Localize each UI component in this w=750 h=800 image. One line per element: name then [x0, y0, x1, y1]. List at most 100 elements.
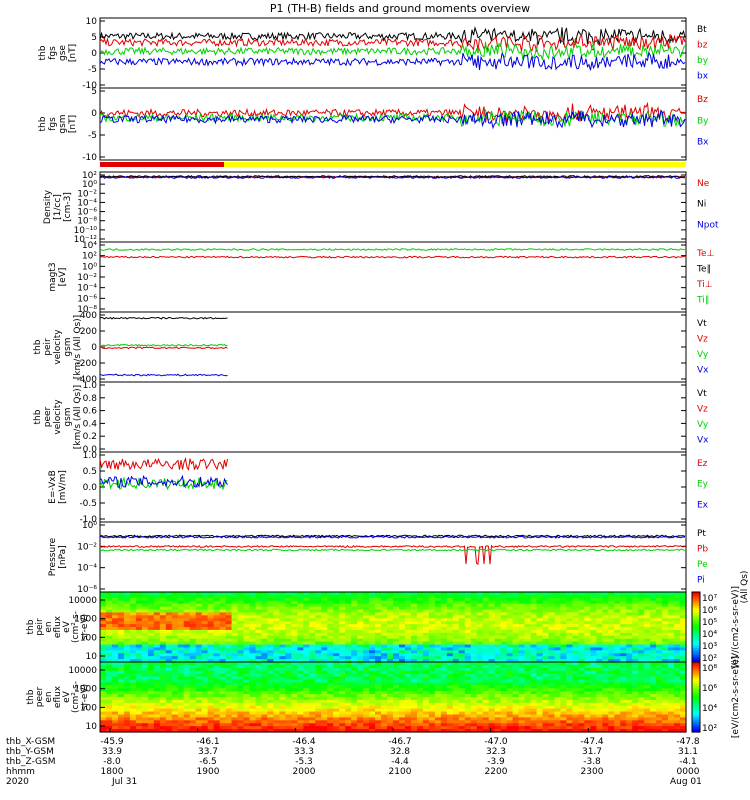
spectrogram-cell: [662, 720, 669, 724]
spectrogram-cell: [100, 629, 107, 634]
spectrogram-cell: [518, 682, 526, 686]
spectrogram-cell: [321, 711, 328, 716]
spectrogram-cell: [285, 592, 292, 596]
spectrogram-cell: [117, 679, 125, 684]
spectrogram-cell: [345, 641, 352, 646]
spectrogram-cell: [470, 629, 478, 634]
spectrogram-cell: [100, 632, 107, 637]
spectrogram-cell: [614, 606, 621, 611]
spectrogram-cell: [165, 650, 173, 654]
spectrogram-cell: [189, 670, 197, 675]
spectrogram-cell: [494, 662, 502, 666]
spectrogram-cell: [524, 664, 532, 669]
spectrogram-cell: [279, 641, 286, 646]
spectrogram-cell: [482, 632, 490, 637]
spectrogram-cell: [446, 632, 454, 637]
spectrogram-cell: [398, 641, 406, 646]
spectrogram-cell: [458, 673, 466, 678]
spectrogram-cell: [608, 708, 615, 713]
spectrogram-cell: [183, 702, 191, 707]
spectrogram-cell: [177, 606, 185, 611]
spectrogram-cell: [339, 667, 346, 672]
spectrogram-cell: [440, 691, 448, 695]
spectrogram-cell: [548, 711, 556, 716]
spectrogram-cell: [638, 726, 645, 730]
spectrogram-cell: [183, 624, 191, 628]
spectrogram-cell: [560, 729, 568, 733]
spectrogram-cell: [482, 694, 490, 698]
spectrogram-cell: [159, 621, 167, 625]
spectrogram-cell: [608, 621, 615, 625]
y-axis-label: [nT]: [68, 44, 78, 62]
spectrogram-cell: [351, 627, 358, 631]
spectrogram-cell: [398, 632, 406, 637]
spectrogram-cell: [398, 708, 406, 713]
spectrogram-cell: [171, 621, 179, 625]
spectrogram-cell: [357, 679, 364, 684]
legend-label: Ti⊥: [696, 280, 713, 290]
spectrogram-cell: [578, 641, 585, 646]
spectrogram-cell: [482, 609, 490, 614]
spectrogram-cell: [674, 664, 681, 669]
colorbar-label-suffix: (All Qs): [740, 571, 750, 604]
spectrogram-cell: [255, 729, 263, 733]
spectrogram-cell: [506, 688, 514, 692]
spectrogram-cell: [231, 723, 239, 727]
spectrogram-cell: [410, 662, 418, 666]
spectrogram-cell: [614, 624, 621, 628]
spectrogram-cell: [249, 621, 257, 625]
spectrogram-cell: [572, 606, 579, 611]
spectrogram-cell: [309, 664, 316, 669]
spectrogram-cell: [410, 650, 418, 654]
spectrogram-cell: [464, 717, 472, 721]
spectrogram-cell: [560, 618, 568, 622]
spectrogram-cell: [446, 615, 454, 619]
spectrogram-cell: [297, 670, 304, 675]
spectrogram-cell: [644, 702, 651, 707]
spectrogram-cell: [273, 629, 280, 634]
spectrogram-cell: [315, 726, 322, 730]
spectrogram-cell: [387, 685, 394, 689]
spectrogram-cell: [662, 685, 669, 689]
spectrogram-cell: [249, 714, 257, 719]
spectrogram-cell: [189, 606, 197, 611]
spectrogram-cell: [147, 717, 155, 721]
spectrogram-cell: [620, 702, 627, 707]
spectrogram-cell: [315, 673, 322, 678]
spectrogram-cell: [231, 673, 239, 678]
spectrogram-cell: [363, 705, 370, 710]
spectrogram-cell: [321, 629, 328, 634]
spectrogram-cell: [327, 647, 334, 651]
spectrogram-cell: [141, 685, 149, 689]
y-tick-label: 10000: [68, 666, 97, 676]
spectrogram-cell: [524, 618, 532, 622]
spectrogram-cell: [680, 667, 687, 672]
y-axis-label: peir: [43, 338, 53, 356]
spectrogram-cell: [560, 592, 568, 596]
spectrogram-cell: [662, 726, 669, 730]
spectrogram-cell: [536, 629, 544, 634]
spectrogram-cell: [566, 656, 573, 660]
spectrogram-cell: [207, 685, 215, 689]
spectrogram-cell: [524, 647, 532, 651]
spectrogram-cell: [273, 592, 280, 596]
spectrogram-cell: [488, 644, 496, 649]
spectrogram-cell: [632, 662, 639, 666]
spectrogram-cell: [674, 723, 681, 727]
spectrogram-cell: [231, 682, 239, 686]
spectrogram-cell: [650, 702, 657, 707]
spectrogram-cell: [578, 662, 585, 666]
spectrogram-cell: [644, 632, 651, 637]
spectrogram-cell: [321, 673, 328, 678]
spectrogram-cell: [644, 714, 651, 719]
spectrogram-cell: [345, 603, 352, 608]
spectrogram-cell: [297, 597, 304, 602]
spectrogram-cell: [249, 612, 257, 616]
spectrogram-cell: [494, 720, 502, 724]
spectrogram-cell: [584, 615, 591, 619]
spectrogram-cell: [291, 600, 298, 605]
spectrogram-cell: [482, 699, 490, 704]
spectrogram-cell: [183, 726, 191, 730]
spectrogram-cell: [351, 650, 358, 654]
spectrogram-cell: [656, 600, 663, 605]
